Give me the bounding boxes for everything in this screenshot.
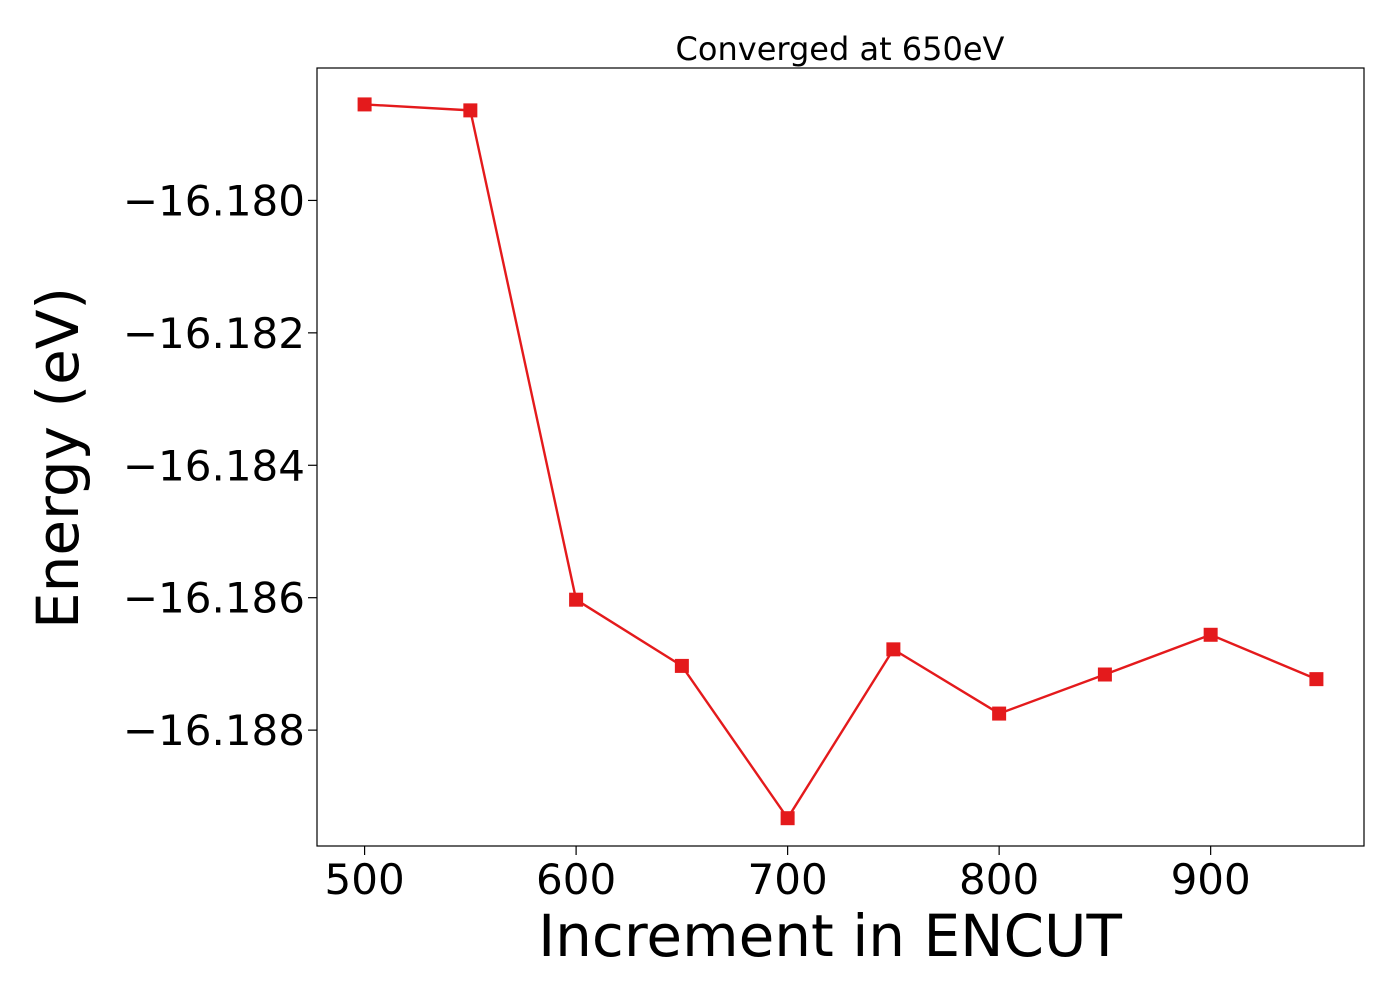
x-axis-label: Increment in ENCUT [538, 902, 1122, 970]
y-tick-label: −16.182 [123, 309, 305, 358]
x-tick-label: 500 [325, 855, 405, 904]
y-axis-label: Energy (eV) [24, 287, 92, 629]
data-point [780, 811, 795, 826]
data-point [1097, 667, 1112, 682]
data-point [463, 103, 478, 118]
series-line-group [357, 97, 1324, 826]
y-tick-label: −16.188 [123, 706, 305, 755]
data-point [1203, 627, 1218, 642]
x-tick-label: 900 [1171, 855, 1251, 904]
y-axis: −16.180 −16.182 −16.184 −16.186 −16.188 [123, 176, 317, 755]
plot-frame [316, 67, 1365, 847]
x-tick-label: 700 [748, 855, 828, 904]
y-tick-label: −16.186 [123, 574, 305, 623]
data-point [1309, 672, 1324, 687]
y-tick-label: −16.184 [123, 441, 305, 490]
data-point [992, 706, 1007, 721]
data-point [569, 592, 584, 607]
chart-title: Converged at 650eV [676, 30, 1005, 68]
data-point [886, 642, 901, 657]
data-point [357, 97, 372, 112]
y-tick-label: −16.180 [123, 176, 305, 225]
series-line [364, 103, 1317, 820]
x-axis: 500 600 700 800 900 [325, 846, 1251, 904]
data-point [674, 658, 689, 673]
x-tick-label: 800 [959, 855, 1039, 904]
plot-area [316, 67, 1365, 847]
x-tick-label: 600 [536, 855, 616, 904]
